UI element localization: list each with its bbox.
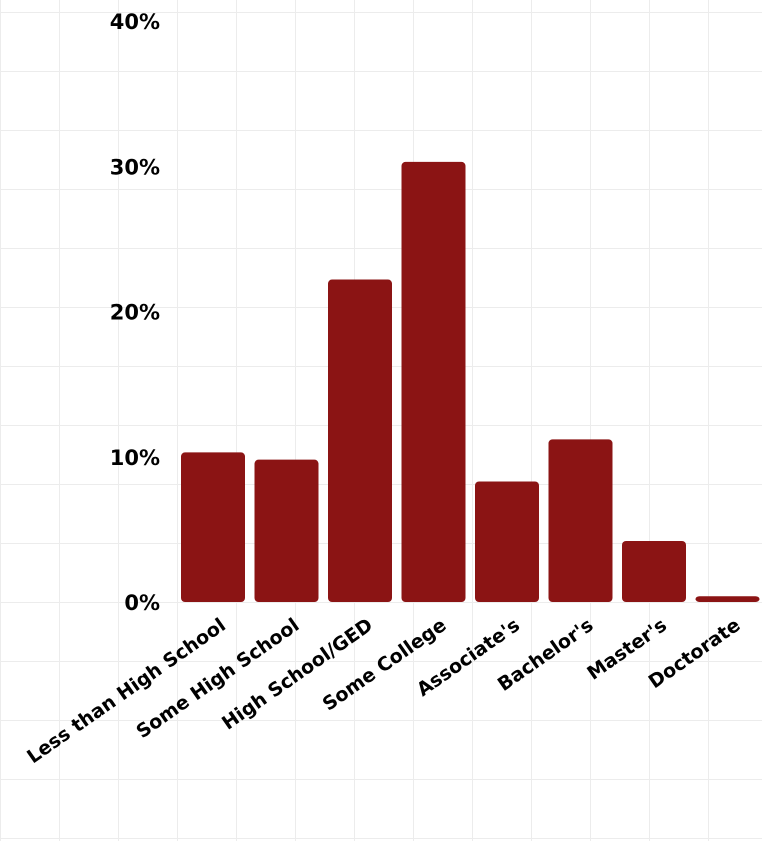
y-tick-label: 30% [110,155,160,179]
y-tick-label: 10% [110,446,160,470]
bar [401,161,466,602]
y-tick-label: 20% [110,301,160,325]
bars [181,161,760,602]
bar [548,439,613,602]
y-axis: 0% 10% 20% 30% 40% [110,10,160,615]
bar [695,596,760,602]
bar [328,279,392,602]
bar [254,459,319,602]
y-tick-label: 0% [124,591,160,615]
bar [622,540,686,602]
y-tick-label: 40% [110,10,160,34]
bar [475,481,539,602]
x-tick-label: Some College [319,614,451,715]
bar [181,452,245,602]
